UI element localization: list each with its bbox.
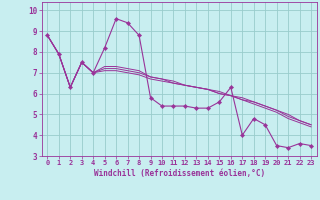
X-axis label: Windchill (Refroidissement éolien,°C): Windchill (Refroidissement éolien,°C) bbox=[94, 169, 265, 178]
